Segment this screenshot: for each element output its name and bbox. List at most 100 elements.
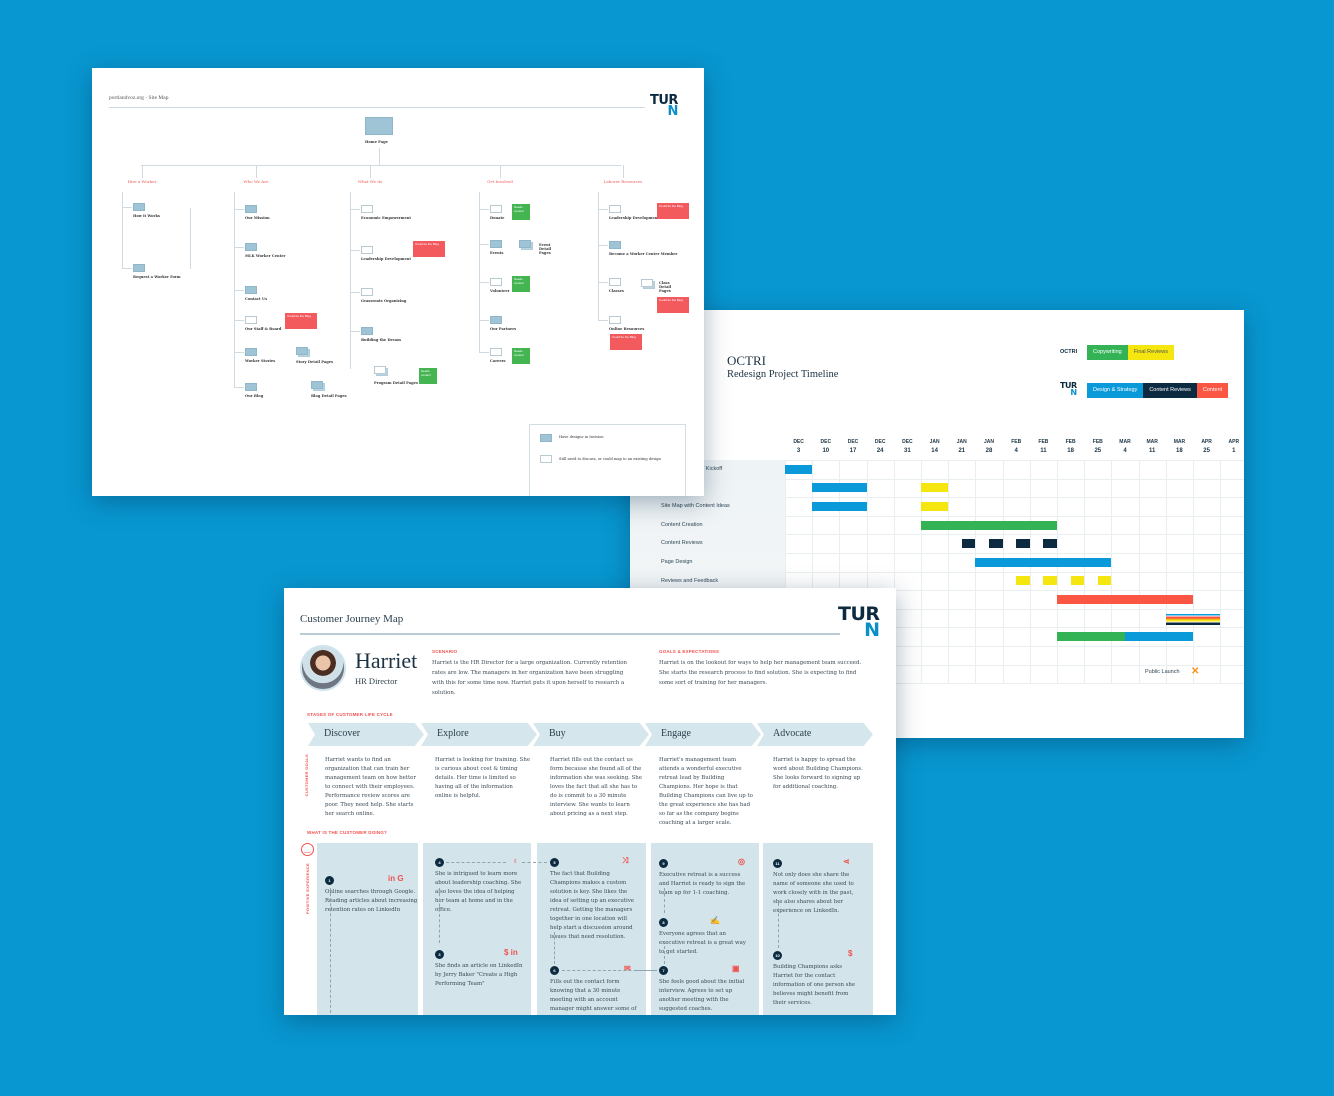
page-thumb[interactable] [245,243,257,251]
item-tick [234,247,244,248]
detail-page-label: Blog Detail Pages [311,394,347,398]
page-label: Leadership Development [361,257,412,261]
date-month: DEC [902,439,913,445]
milestone-label: Public Launch [1145,668,1180,675]
section-title: Hire a Worker [127,179,157,184]
grid-col-line [975,460,977,684]
step-number: 11 [773,859,782,868]
gantt-bar[interactable] [975,557,1112,567]
legend-turn: Design & Strategy Content Reviews Content [1087,383,1229,398]
gantt-bar[interactable] [1057,595,1193,604]
logo-bottom: N [864,618,880,641]
grid-row-line [785,515,1244,517]
detail-page-thumb[interactable] [374,366,386,374]
step-icon: ◎ [738,857,745,866]
page-thumb[interactable] [361,246,373,254]
step-number: 3 [435,950,444,959]
page-thumb[interactable] [490,205,502,213]
gantt-bar[interactable] [1097,576,1112,586]
gantt-bar[interactable] [1016,539,1030,549]
connector-line [562,970,657,971]
page-label: Online Resources [609,327,645,331]
customer-goal: Harriet is looking for training. She is … [435,757,531,799]
page-label: Donate [490,216,505,220]
gantt-area: DEC 3 DEC 10 DEC 17 DEC 24 DEC 31 JAN 14 JAN 21 JAN 28 F… [630,310,1244,738]
step-icon: $ in [504,948,518,957]
detail-page-thumb[interactable] [311,381,323,389]
page-thumb[interactable] [361,288,373,296]
page-thumb[interactable] [490,316,502,324]
home-page-thumb[interactable] [365,117,393,135]
detail-page-thumb[interactable] [641,279,653,287]
page-thumb[interactable] [245,205,257,213]
page-thumb[interactable] [609,205,621,213]
page-thumb[interactable] [133,264,145,272]
gantt-bar[interactable] [1165,613,1221,625]
gantt-bar[interactable] [1016,576,1030,586]
page-thumb[interactable] [361,327,373,335]
stages-label: STAGES OF CUSTOMER LIFE CYCLE [307,712,393,717]
gantt-bar[interactable] [812,502,867,511]
page-thumb[interactable] [609,241,621,249]
doing-label: WHAT IS THE CUSTOMER DOING? [307,830,387,835]
legend-octri-label: OCTRI [1060,349,1078,355]
detail-page-thumb[interactable] [519,240,531,248]
page-thumb[interactable] [361,205,373,213]
gantt-bar[interactable] [989,539,1003,549]
item-tick [598,282,608,283]
stage-engage[interactable]: Engage [645,723,761,746]
step-icon: ♁ [512,856,518,865]
page-thumb[interactable] [245,316,257,324]
grid-col-line [948,460,950,684]
gantt-bar[interactable] [1125,632,1193,642]
date-header: DEC 3 [787,439,811,456]
stage-column [651,843,759,1015]
green-note: Needs content [419,368,437,384]
date-day: 24 [876,447,884,454]
item-tick [479,282,489,283]
gantt-bar[interactable] [1057,632,1125,642]
gantt-bar[interactable] [921,520,1057,530]
page-thumb[interactable] [133,203,145,211]
stage-buy[interactable]: Buy [533,723,649,746]
gantt-bar[interactable] [1070,576,1085,586]
gantt-bar[interactable] [1043,576,1057,586]
turn-logo: TUR N [838,605,880,641]
page-thumb[interactable] [609,278,621,286]
gantt-bar[interactable] [961,539,976,549]
page-thumb[interactable] [490,348,502,356]
date-month: FEB [1011,439,1022,445]
stage-column [423,843,531,1015]
branch-drop [370,165,371,178]
step-text: She feels good about the initial intervi… [659,979,745,1012]
stage-discover[interactable]: Discover [308,723,424,746]
page-label: Classes [609,289,624,293]
grid-col-line [893,460,895,684]
date-header: DEC 31 [895,439,919,456]
gantt-bar[interactable] [921,502,949,511]
section-title: What We do [357,179,383,184]
gantt-bar[interactable] [921,483,949,493]
stage-advocate[interactable]: Advocate [757,723,873,746]
step-icon: ⤨ [622,856,629,865]
page-thumb[interactable] [245,348,257,356]
persona-name: Harriet [355,648,418,673]
date-day: 10 [822,447,830,454]
grid-row-line [785,534,1244,536]
page-thumb[interactable] [490,240,502,248]
grid-col-line [921,460,922,684]
page-thumb[interactable] [245,383,257,391]
stage-explore[interactable]: Explore [421,723,537,746]
item-tick [350,331,360,332]
item-tick [122,207,132,208]
date-header: APR 1 [1222,439,1244,456]
page-thumb[interactable] [609,316,621,324]
page-thumb[interactable] [245,286,257,294]
gantt-bar[interactable] [785,464,813,474]
date-header: JAN 14 [923,439,947,456]
detail-page-thumb[interactable] [296,347,308,355]
gantt-bar[interactable] [812,483,867,493]
gantt-bar[interactable] [1043,539,1057,549]
turn-logo: TUR N [1060,382,1077,396]
page-thumb[interactable] [490,278,502,286]
